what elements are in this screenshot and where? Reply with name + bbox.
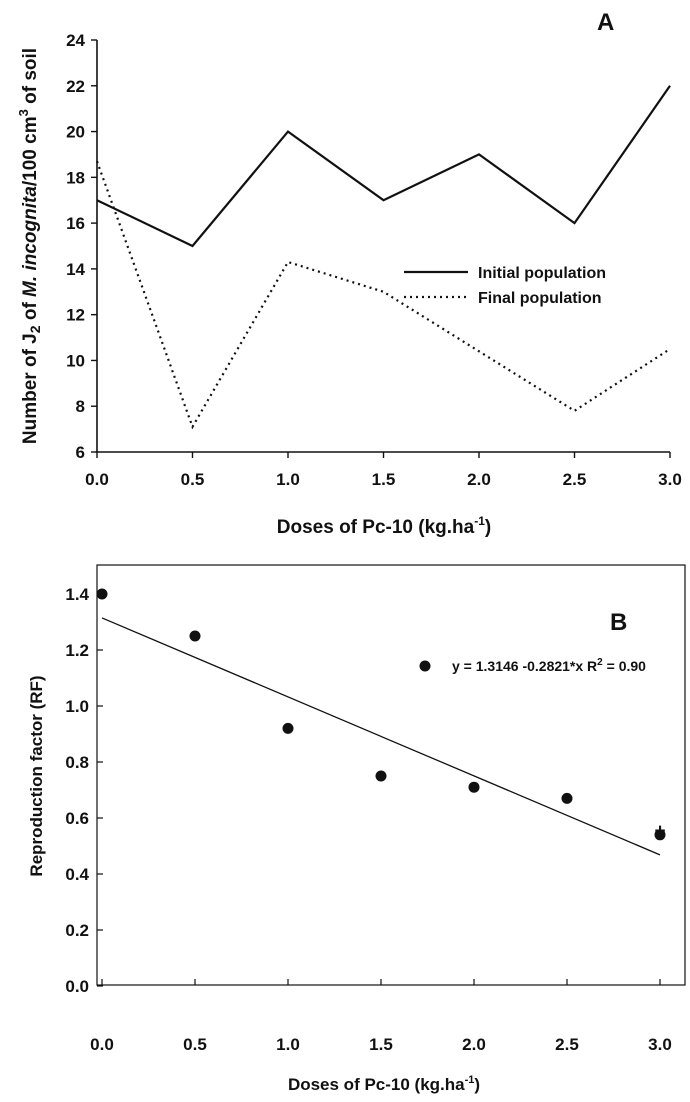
x-tick-label: 0.0: [85, 470, 109, 489]
panel-a-x-axis-title: Doses of Pc-10 (kg.ha-1): [277, 514, 491, 538]
y-tick-label: 22: [66, 77, 85, 96]
panel-b-x-axis-title: Doses of Pc-10 (kg.ha-1): [288, 1074, 480, 1094]
y-tick-label: 0.6: [65, 809, 89, 828]
legend: Initial population Final population: [404, 265, 606, 307]
x-tick-label: 2.0: [467, 470, 491, 489]
panel-b: B 0.0 0.2 0.4 0.6 0.8 1.0 1.2 1.4 0.0 0.5 1.0 1.5 2…: [27, 564, 686, 1094]
data-point: [375, 770, 387, 782]
data-point: [96, 588, 108, 600]
regression-equation: y = 1.3146 -0.2821*x R2 = 0.90: [452, 657, 646, 674]
y-tick-label: 12: [66, 306, 85, 325]
panel-a-label: A: [597, 9, 614, 36]
y-tick-label: 16: [66, 214, 85, 233]
data-point: [282, 722, 294, 734]
panel-b-y-axis-title: Reproduction factor (RF): [27, 675, 46, 876]
panel-a-y-axis-title: Number of J2 of M. incognita/100 cm3 of …: [16, 48, 43, 444]
y-tick-label: 0.8: [65, 753, 89, 772]
y-tick-label: 1.4: [65, 585, 89, 604]
x-tick-label: 2.5: [563, 470, 587, 489]
y-tick-label: 0.4: [65, 865, 89, 884]
panel-b-label: B: [610, 609, 627, 636]
x-tick-label: 1.5: [372, 470, 396, 489]
x-tick-label: 1.5: [369, 1035, 393, 1054]
x-tick-label: 2.0: [462, 1035, 486, 1054]
series-line-final-population: [95, 160, 671, 430]
x-tick-label: 1.0: [276, 1035, 300, 1054]
panel-a: A 6 8 10 12 14 16 18 20 22 24 0.0 0.5 1.0 1.5 2.0 2.5 3…: [16, 9, 682, 538]
x-tick-label: 3.0: [648, 1035, 672, 1054]
data-point: [561, 792, 573, 804]
y-tick-label: 8: [76, 397, 85, 416]
legend-label-initial: Initial population: [478, 265, 606, 282]
annotation-plus: +: [654, 821, 665, 842]
y-tick-label: 24: [66, 31, 85, 50]
x-tick-label: 0.5: [183, 1035, 207, 1054]
equation-marker: [419, 660, 431, 672]
panel-b-frame: [96, 564, 686, 986]
y-tick-label: 10: [66, 351, 85, 370]
y-tick-label: 14: [66, 260, 85, 279]
y-tick-label: 20: [66, 123, 85, 142]
x-tick-label: 3.0: [658, 470, 682, 489]
series-line-initial-population: [96, 85, 671, 248]
data-point: [468, 781, 480, 793]
y-tick-label: 0.2: [65, 921, 89, 940]
y-tick-label: 1.0: [65, 697, 89, 716]
x-tick-label: 0.0: [90, 1035, 114, 1054]
y-tick-label: 1.2: [65, 641, 89, 660]
y-tick-label: 6: [76, 443, 85, 462]
regression-line: [101, 617, 661, 856]
y-tick-label: 18: [66, 168, 85, 187]
data-point: [654, 829, 666, 841]
data-point: [189, 630, 201, 642]
x-tick-label: 2.5: [555, 1035, 579, 1054]
legend-label-final: Final population: [478, 290, 602, 307]
x-tick-label: 1.0: [276, 470, 300, 489]
y-tick-label: 0.0: [65, 977, 89, 996]
x-tick-label: 0.5: [181, 470, 205, 489]
